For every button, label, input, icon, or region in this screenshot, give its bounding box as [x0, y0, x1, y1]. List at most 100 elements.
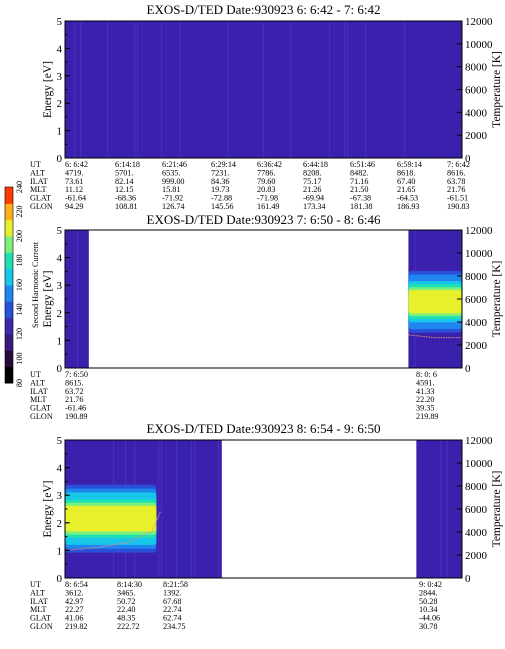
noise-streak — [86, 21, 88, 158]
table-cell: 234.75 — [163, 622, 186, 631]
noise-streak — [191, 440, 193, 578]
table-cell: 79.60 — [257, 177, 275, 186]
table-cell: 21.50 — [350, 185, 368, 194]
y-tick-label: 4 — [57, 253, 63, 265]
noise-streak — [179, 21, 181, 158]
data-coverage-segment — [416, 440, 462, 578]
y2-tick-label: 0 — [465, 573, 471, 585]
table-cell: 6535. — [162, 168, 180, 177]
table-cell: 39.35 — [416, 404, 434, 413]
table-cell: 71.16 — [350, 177, 368, 186]
noise-streak — [188, 440, 190, 578]
y-tick-label: 3 — [57, 71, 63, 83]
y2-tick-label: 2000 — [465, 550, 488, 562]
colorbar-swatch — [5, 219, 13, 237]
noise-streak — [299, 21, 301, 158]
noise-streak — [428, 21, 430, 158]
table-cell: 62.74 — [163, 614, 181, 623]
y2-tick-label: 6000 — [465, 504, 488, 516]
table-cell: 21.65 — [397, 185, 415, 194]
table-cell: 6:44:18 — [303, 160, 328, 169]
colorbar-tick-label: 180 — [15, 254, 24, 266]
noise-streak — [332, 21, 334, 158]
noise-streak — [74, 21, 76, 158]
table-cell: 4591. — [416, 378, 434, 387]
table-cell: 50.72 — [117, 597, 135, 606]
y2-tick-label: 0 — [465, 153, 471, 165]
table-cell: 6:59:14 — [397, 160, 422, 169]
chart-panel-2: EXOS-D/TED Date:930923 7: 6:50 - 8: 6:46… — [30, 212, 503, 421]
table-cell: 145.56 — [211, 202, 234, 211]
y2-tick-label: 8000 — [465, 481, 488, 493]
noise-streak — [221, 21, 223, 158]
noise-streak — [290, 21, 292, 158]
table-cell: 6:14:18 — [115, 160, 140, 169]
y2-tick-label: 10000 — [465, 39, 493, 51]
table-cell: 6:21:46 — [162, 160, 187, 169]
noise-streak — [404, 21, 406, 158]
y2-tick-label: 10000 — [465, 458, 493, 470]
y-tick-label: 2 — [57, 308, 63, 320]
y2-tick-label: 4000 — [465, 107, 488, 119]
noise-streak — [122, 21, 124, 158]
colorbar-swatch — [5, 203, 13, 221]
table-row-label: UT — [30, 160, 41, 169]
table-cell: 12.15 — [115, 185, 133, 194]
colorbar-swatch — [5, 285, 13, 302]
y-axis-label: Energy [eV] — [42, 481, 54, 538]
table-cell: -61.51 — [447, 194, 468, 203]
noise-streak — [344, 21, 346, 158]
table-cell: 8615. — [65, 378, 83, 387]
table-cell: 82.14 — [115, 177, 133, 186]
noise-streak — [308, 21, 310, 158]
noise-streak — [83, 230, 85, 368]
noise-streak — [80, 21, 82, 158]
table-cell: 5701. — [115, 168, 133, 177]
noise-streak — [227, 21, 229, 158]
table-row-label: ALT — [30, 588, 45, 597]
table-cell: 50.28 — [419, 597, 437, 606]
temperature-trace — [408, 334, 462, 339]
y2-tick-label: 4000 — [465, 527, 488, 539]
colorbar-swatch — [5, 301, 13, 319]
table-cell: 219.82 — [65, 622, 88, 631]
table-cell: 190.83 — [447, 202, 470, 211]
y-tick-label: 2 — [57, 518, 63, 530]
y2-axis-label: Temperature [K] — [491, 471, 503, 548]
colorbar-tick-label: 80 — [15, 379, 24, 387]
table-cell: 22.20 — [416, 395, 434, 404]
table-cell: 11.12 — [65, 185, 83, 194]
colorbar-swatch — [5, 350, 13, 368]
noise-streak — [233, 21, 235, 158]
table-cell: 21.76 — [447, 185, 465, 194]
y-tick-label: 4 — [57, 463, 63, 475]
colorbar-tick-label: 140 — [15, 303, 24, 315]
table-cell: 8: 0: 6 — [416, 370, 437, 379]
y2-tick-label: 8000 — [465, 271, 488, 283]
table-cell: 999.00 — [162, 177, 185, 186]
table-row-label: GLAT — [30, 194, 51, 203]
table-cell: 48.35 — [117, 614, 135, 623]
colorbar-swatch — [5, 187, 13, 204]
table-cell: 73.61 — [65, 177, 83, 186]
noise-streak — [137, 21, 139, 158]
colorbar-frame — [4, 186, 14, 384]
table-row-label: ILAT — [30, 597, 48, 606]
table-cell: 7231. — [211, 168, 229, 177]
table-cell: 186.93 — [397, 202, 420, 211]
y2-tick-label: 12000 — [465, 16, 493, 28]
y2-axis-label: Temperature [K] — [491, 51, 503, 128]
y-axis-label: Energy [eV] — [42, 61, 54, 118]
table-cell: 63.78 — [447, 177, 465, 186]
noise-streak — [92, 21, 94, 158]
table-cell: 7: 6:42 — [447, 160, 470, 169]
noise-streak — [416, 21, 418, 158]
colorbar-swatch — [5, 236, 13, 253]
table-cell: 21.26 — [303, 185, 321, 194]
colorbar-tick-label: 160 — [15, 279, 24, 291]
colorbar-swatch — [5, 317, 13, 335]
table-cell: 3612. — [65, 588, 83, 597]
y2-tick-label: 8000 — [465, 62, 488, 74]
table-cell: 181.38 — [350, 202, 373, 211]
